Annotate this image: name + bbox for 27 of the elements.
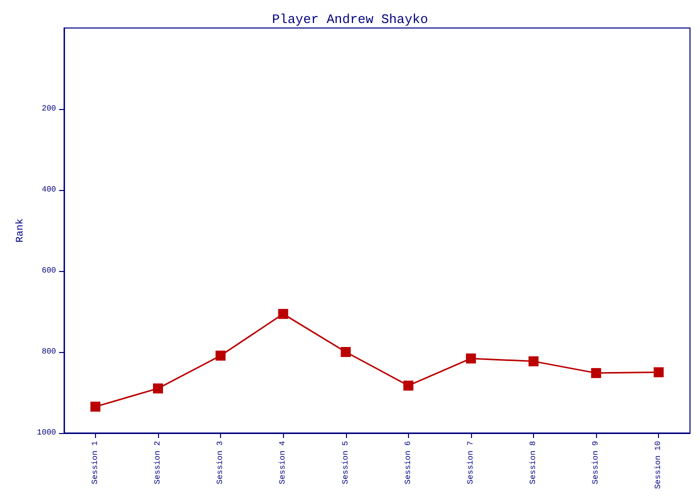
x-tick-label: Session 4 xyxy=(278,440,288,484)
x-tick-label: Session 9 xyxy=(592,440,601,484)
point xyxy=(340,346,351,357)
x-tick-label: Session 5 xyxy=(341,440,350,484)
y-tick-label: 600 xyxy=(42,266,56,276)
x-tick-label: Session 10 xyxy=(654,440,664,490)
point xyxy=(591,368,602,378)
point xyxy=(90,402,100,412)
x-tick-label: Session 2 xyxy=(153,440,162,484)
point xyxy=(216,350,226,361)
x-tick-label: Session 7 xyxy=(466,440,476,484)
y-tick-label: 1000 xyxy=(36,428,56,438)
chart-title: Player Andrew Shayko xyxy=(272,12,428,27)
point xyxy=(466,353,476,364)
point xyxy=(403,380,414,391)
point xyxy=(654,367,664,378)
y-tick-label: 800 xyxy=(42,347,56,356)
x-tick-label: Session 8 xyxy=(529,440,538,484)
x-tick-label: Session 3 xyxy=(216,440,226,484)
point xyxy=(528,356,539,366)
y-axis-title: Rank xyxy=(14,218,26,243)
y-tick-label: 200 xyxy=(42,104,56,114)
x-tick-label: Session 1 xyxy=(90,440,100,484)
x-tick-label: Session 6 xyxy=(404,440,413,484)
point xyxy=(278,308,288,319)
y-tick-label: 400 xyxy=(42,185,56,194)
point xyxy=(152,383,163,394)
